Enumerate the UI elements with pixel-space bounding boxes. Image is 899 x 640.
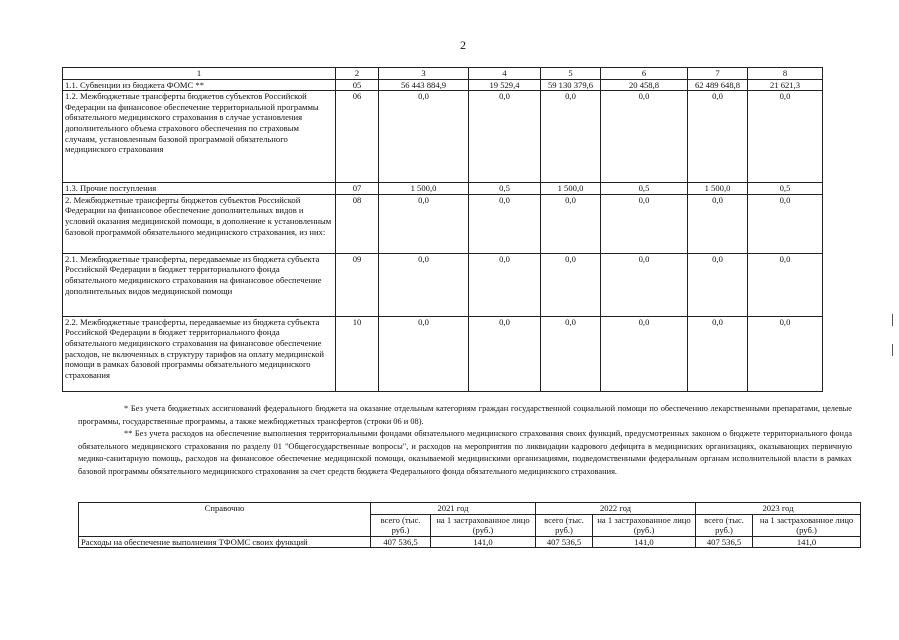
- value-cell: 1 500,0: [540, 182, 601, 195]
- value-cell: 0,0: [687, 193, 748, 254]
- value-cell: 0,0: [540, 193, 601, 254]
- header-cell: 7: [687, 67, 748, 80]
- row-name: 1.3. Прочие поступления: [62, 182, 336, 195]
- footnotes: * Без учета бюджетных ассигнований федер…: [78, 403, 852, 479]
- value-cell: 0,0: [468, 315, 541, 392]
- value-cell: 0,5: [747, 182, 823, 195]
- year-2021: 2021 год: [369, 502, 537, 515]
- sub-total: всего (тыс. руб.): [370, 513, 431, 537]
- value-cell: 0,0: [468, 90, 541, 184]
- ref-label: Справочно: [78, 502, 371, 537]
- sub-per: на 1 застрахованное лицо (руб.): [429, 513, 537, 537]
- value-cell: 0,0: [378, 252, 469, 317]
- row-label: Расходы на обеспечение выполнения ТФОМС …: [78, 535, 371, 549]
- value-cell: 0,0: [687, 252, 748, 317]
- sub-per: на 1 застрахованное лицо (руб.): [752, 513, 862, 537]
- value-cell: 0,0: [687, 315, 748, 392]
- footnote-2: ** Без учета расходов на обеспечение вып…: [78, 429, 852, 476]
- value-cell: 0,0: [540, 90, 601, 184]
- header-cell: 5: [540, 67, 601, 80]
- value-cell: 407 536,5: [535, 535, 594, 549]
- header-cell: 3: [378, 67, 469, 80]
- budget-table: 1 2 3 4 5 6 7 8 1.1. Субвенции из бюджет…: [62, 67, 823, 392]
- row-code: 08: [335, 193, 379, 254]
- footnote-1: * Без учета бюджетных ассигнований федер…: [78, 404, 852, 426]
- value-cell: 21 621,3: [747, 78, 823, 92]
- row-code: 05: [335, 78, 379, 92]
- value-cell: 0,0: [747, 90, 823, 184]
- table-row: 2. Межбюджетные трансферты бюджетов субъ…: [62, 193, 823, 254]
- value-cell: 0,0: [747, 252, 823, 317]
- table-row: 1.1. Субвенции из бюджета ФОМС ** 05 56 44…: [62, 78, 823, 92]
- row-name: 1.2. Межбюджетные трансферты бюджетов су…: [62, 90, 336, 184]
- value-cell: 0,0: [600, 90, 688, 184]
- value-cell: 0,0: [468, 252, 541, 317]
- year-2022: 2022 год: [535, 502, 697, 515]
- table-row: Расходы на обеспечение выполнения ТФОМС …: [78, 535, 862, 549]
- row-code: 10: [335, 315, 379, 392]
- sub-total: всего (тыс. руб.): [535, 513, 594, 537]
- value-cell: 407 536,5: [695, 535, 754, 549]
- row-name: 2. Межбюджетные трансферты бюджетов субъ…: [62, 193, 336, 254]
- value-cell: 0,0: [600, 315, 688, 392]
- header-cell: 1: [62, 67, 336, 80]
- value-cell: 0,0: [540, 252, 601, 317]
- value-cell: 56 443 884,9: [378, 78, 469, 92]
- value-cell: 20 458,8: [600, 78, 688, 92]
- sub-per: на 1 застрахованное лицо (руб.): [592, 513, 697, 537]
- value-cell: 62 489 648,8: [687, 78, 748, 92]
- header-cell: 8: [747, 67, 823, 80]
- value-cell: 141,0: [429, 535, 537, 549]
- row-name: 1.1. Субвенции из бюджета ФОМС **: [62, 78, 336, 92]
- page-number: 2: [460, 38, 466, 52]
- value-cell: 59 130 379,6: [540, 78, 601, 92]
- header-cell: 6: [600, 67, 688, 80]
- header-cell: 2: [335, 67, 379, 80]
- row-name: 2.2. Межбюджетные трансферты, передаваем…: [62, 315, 336, 392]
- value-cell: 1 500,0: [687, 182, 748, 195]
- value-cell: 0,0: [378, 90, 469, 184]
- value-cell: 141,0: [752, 535, 862, 549]
- value-cell: 0,0: [600, 252, 688, 317]
- value-cell: 141,0: [592, 535, 697, 549]
- scan-mark: [892, 314, 893, 326]
- row-code: 07: [335, 182, 379, 195]
- row-code: 06: [335, 90, 379, 184]
- reference-table: Справочно 2021 год 2022 год 2023 год все…: [78, 502, 862, 549]
- value-cell: 19 529,4: [468, 78, 541, 92]
- table-row: 1.3. Прочие поступления 07 1 500,0 0,5 1 500…: [62, 182, 823, 195]
- table-row: 2.1. Межбюджетные трансферты, передаваем…: [62, 252, 823, 317]
- value-cell: 0,0: [468, 193, 541, 254]
- value-cell: 0,5: [600, 182, 688, 195]
- row-code: 09: [335, 252, 379, 317]
- value-cell: 1 500,0: [378, 182, 469, 195]
- table-row: 1.2. Межбюджетные трансферты бюджетов су…: [62, 90, 823, 184]
- value-cell: 0,0: [540, 315, 601, 392]
- table-row: 2.2. Межбюджетные трансферты, передаваем…: [62, 315, 823, 392]
- value-cell: 0,0: [687, 90, 748, 184]
- value-cell: 0,0: [378, 193, 469, 254]
- sub-total: всего (тыс. руб.): [695, 513, 754, 537]
- value-cell: 0,0: [747, 193, 823, 254]
- value-cell: 0,5: [468, 182, 541, 195]
- value-cell: 407 536,5: [370, 535, 431, 549]
- year-2023: 2023 год: [695, 502, 862, 515]
- row-name: 2.1. Межбюджетные трансферты, передаваем…: [62, 252, 336, 317]
- header-cell: 4: [468, 67, 541, 80]
- scan-mark: [892, 344, 893, 356]
- table-header-row: 1 2 3 4 5 6 7 8: [62, 67, 823, 80]
- value-cell: 0,0: [747, 315, 823, 392]
- value-cell: 0,0: [378, 315, 469, 392]
- value-cell: 0,0: [600, 193, 688, 254]
